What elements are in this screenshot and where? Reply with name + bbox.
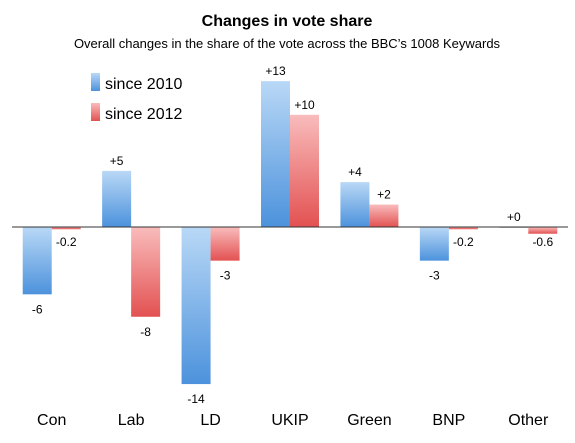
- bar-green-series-1: [340, 182, 370, 227]
- legend-swatch-since-2010: [91, 73, 100, 91]
- category-label-lab: Lab: [118, 412, 145, 429]
- legend-label-since-2010: since 2010: [105, 76, 182, 93]
- bar-con-series-2: [51, 227, 81, 230]
- value-label-bnp-series-1: -3: [429, 269, 440, 283]
- value-label-green-series-2: +2: [377, 188, 391, 202]
- value-label-con-series-1: -6: [32, 302, 43, 316]
- bar-other-series-2: [528, 227, 558, 234]
- bar-bnp-series-1: [419, 227, 449, 261]
- value-label-lab-series-1: +5: [110, 154, 124, 168]
- category-label-ukip: UKIP: [271, 412, 308, 429]
- value-label-ld-series-1: -14: [187, 392, 205, 406]
- legend-label-since-2012: since 2012: [105, 106, 182, 123]
- value-label-ukip-series-1: +13: [265, 64, 286, 78]
- bar-ld-series-2: [210, 227, 240, 261]
- bar-lab-series-2: [131, 227, 161, 317]
- value-label-other-series-1: +0: [507, 210, 521, 224]
- category-label-bnp: BNP: [432, 412, 465, 429]
- category-label-green: Green: [347, 412, 391, 429]
- value-label-ld-series-2: -3: [220, 269, 231, 283]
- bar-con-series-1: [22, 227, 52, 295]
- category-label-con: Con: [37, 412, 66, 429]
- chart-title: Changes in vote share: [202, 13, 373, 30]
- category-label-ld: LD: [200, 412, 220, 429]
- value-label-bnp-series-2: -0.2: [453, 235, 474, 249]
- bars-group: [22, 81, 558, 385]
- value-label-ukip-series-2: +10: [294, 98, 315, 112]
- bar-lab-series-1: [102, 170, 132, 227]
- bar-bnp-series-2: [448, 227, 478, 230]
- value-labels-group: -6 -0.2 +5 -8 -14 -3 +13 +10 +4 +2 -3 -0.2 +0 -0.6: [32, 64, 554, 406]
- bar-green-series-2: [369, 204, 399, 227]
- bar-ld-series-1: [181, 227, 211, 385]
- chart-subtitle: Overall changes in the share of the vote…: [74, 36, 501, 51]
- legend: since 2010 since 2012: [91, 73, 182, 123]
- bar-ukip-series-2: [290, 114, 319, 227]
- value-label-lab-series-2: -8: [140, 325, 151, 339]
- bar-ukip-series-1: [261, 81, 290, 227]
- value-label-other-series-2: -0.6: [532, 235, 553, 249]
- value-label-con-series-2: -0.2: [56, 235, 77, 249]
- value-label-green-series-1: +4: [348, 165, 362, 179]
- category-label-other: Other: [508, 412, 549, 429]
- legend-swatch-since-2012: [91, 103, 100, 121]
- category-labels-group: Con Lab LD UKIP Green BNP Other: [37, 412, 549, 429]
